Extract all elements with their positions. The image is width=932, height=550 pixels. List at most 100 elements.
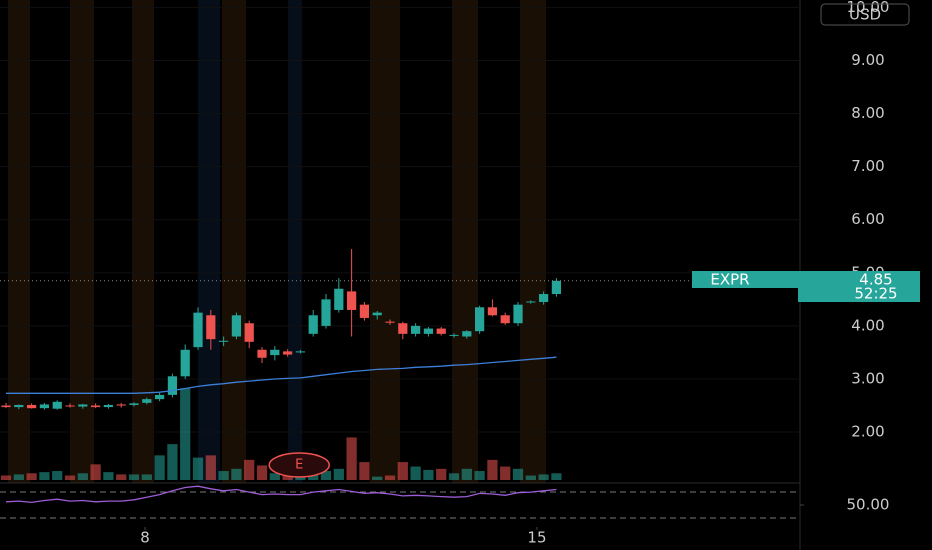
rsi-tick-label: 50.00 (847, 496, 890, 514)
volume-bar (269, 473, 280, 480)
rsi-line (5, 485, 557, 504)
candle-body (167, 376, 178, 395)
y-tick-label: 9.00 (851, 51, 884, 69)
volume-bar (346, 437, 357, 480)
candle-body (449, 334, 459, 336)
candle-body (411, 325, 421, 334)
volume-bar (256, 465, 268, 480)
volume-bar (205, 455, 216, 480)
volume-bar (180, 388, 191, 480)
candle-body (116, 404, 126, 406)
volume-bar (333, 468, 344, 480)
event-marker-label: E (295, 458, 303, 473)
candle-body (219, 340, 229, 342)
symbol-box (692, 271, 798, 288)
volume-bar (372, 476, 383, 480)
volume-bar (512, 468, 524, 480)
candle-body (500, 315, 510, 324)
x-tick-label: 15 (527, 529, 546, 547)
candle-body (551, 280, 562, 295)
candle-body (308, 315, 318, 334)
candle-body (180, 349, 190, 377)
candle-body (78, 404, 88, 407)
volume-bar (384, 475, 396, 480)
symbol: EXPR (710, 271, 749, 289)
volume-bar (13, 474, 24, 480)
candle-body (206, 315, 216, 340)
volume-bar (500, 466, 511, 480)
candle-body (52, 401, 62, 409)
volume-bar (359, 462, 370, 480)
y-tick-label: 7.00 (851, 157, 884, 175)
candle-body (539, 294, 549, 303)
volume-bar (218, 471, 229, 480)
candle-body (65, 405, 75, 407)
candle-body (39, 404, 50, 409)
x-tick-label: 8 (140, 529, 150, 547)
y-tick-label: 8.00 (851, 104, 884, 122)
volume-bar (231, 468, 242, 480)
volume-bar (320, 471, 332, 480)
volume-bar (487, 459, 498, 480)
candle-body (347, 291, 357, 310)
volume-bar (538, 474, 549, 480)
candle-body (359, 304, 370, 318)
candle-body (487, 307, 498, 316)
moving-average (6, 356, 557, 394)
volume-bar (154, 455, 165, 480)
candle-body (193, 312, 203, 348)
candle-body (283, 351, 293, 355)
volume-bar (141, 474, 152, 480)
volume-bar (0, 475, 12, 480)
event-marker (268, 452, 330, 478)
candle-body (513, 304, 523, 324)
price-box (798, 271, 920, 302)
volume-bar (52, 471, 63, 480)
y-tick-label: 2.00 (851, 423, 884, 441)
candle-body (27, 404, 37, 409)
candle-body (475, 307, 485, 332)
currency-box[interactable] (820, 3, 910, 26)
candle-body (257, 349, 267, 358)
volume-bar (308, 473, 319, 480)
volume-bar (410, 466, 421, 480)
volume-bar (192, 457, 204, 480)
volume-bar (551, 473, 562, 480)
candle-body (129, 403, 139, 405)
candle-body (526, 301, 536, 303)
y-tick-label: 4.00 (851, 316, 884, 334)
volume-bar (128, 474, 140, 480)
candle-body (423, 328, 434, 334)
candle-body (103, 404, 114, 408)
candle-body (1, 405, 11, 408)
volume-bar (436, 468, 447, 480)
volume-bar (64, 475, 76, 480)
volume-bar (77, 473, 88, 480)
last-price: 4.85 (859, 271, 892, 289)
candle-body (91, 405, 101, 408)
y-tick-label: 3.00 (851, 369, 884, 387)
countdown: 52:25 (854, 285, 897, 303)
candle-body (295, 351, 306, 353)
volume-bar (461, 468, 472, 480)
session-bands (8, 0, 546, 483)
candle-body (385, 321, 395, 323)
currency: USD (849, 6, 881, 24)
candle-body (334, 288, 344, 310)
volume-bar (167, 444, 178, 480)
candle-body (231, 315, 242, 337)
volume-bar (103, 472, 114, 480)
volume-bar (423, 469, 434, 480)
volume-bar (525, 475, 536, 480)
volume-bar (397, 462, 408, 480)
candle-body (142, 399, 152, 403)
candle-body (244, 323, 254, 342)
volume-bar (448, 473, 460, 480)
candle-body (372, 312, 382, 316)
candle-body (321, 299, 331, 326)
candle-body (270, 349, 280, 356)
volume-bar (474, 471, 485, 480)
candle-body (398, 323, 408, 334)
candle-body (155, 394, 165, 400)
